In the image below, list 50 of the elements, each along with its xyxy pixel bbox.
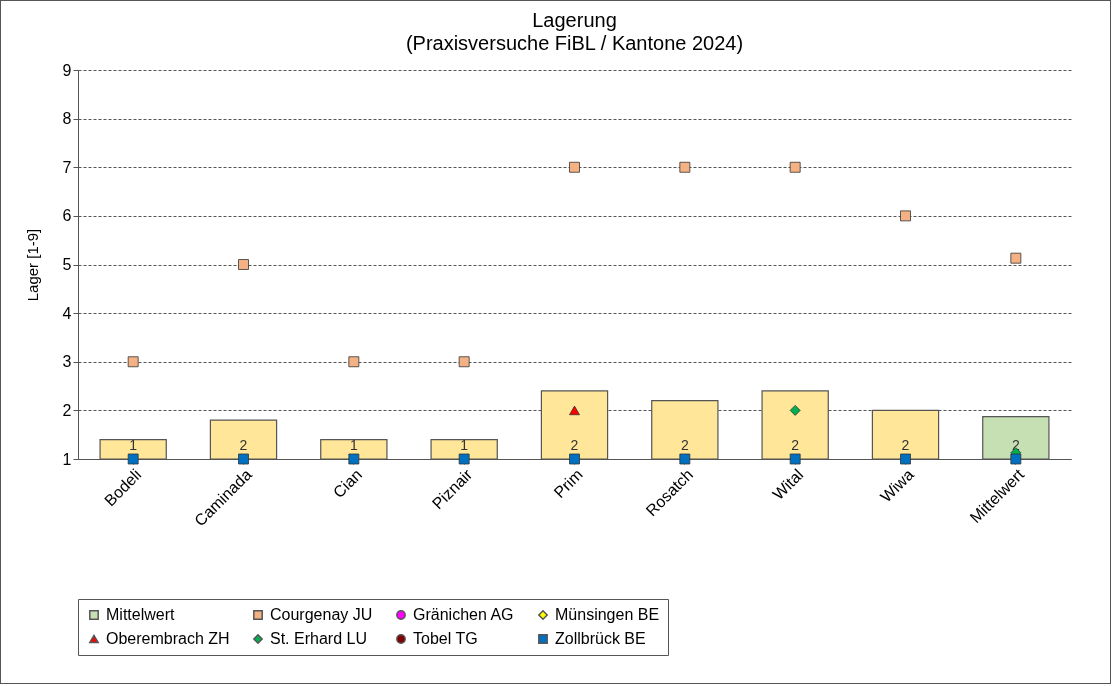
point <box>348 356 360 368</box>
data-label: 1 <box>460 437 469 453</box>
point <box>1010 252 1022 264</box>
point <box>789 161 801 173</box>
x-tick-label: Cian <box>329 465 366 502</box>
legend-label: Courgenay JU <box>270 606 373 623</box>
y-tick-label: 4 <box>62 304 72 322</box>
point <box>238 453 249 465</box>
point <box>458 453 470 465</box>
data-label: 2 <box>570 437 579 453</box>
data-label: 2 <box>239 437 248 453</box>
legend-label: Münsingen BE <box>555 606 660 623</box>
point <box>127 453 139 465</box>
data-label: 2 <box>791 437 800 453</box>
y-tick-label: 3 <box>62 353 72 371</box>
legend-label: Zollbrück BE <box>555 630 646 647</box>
legend-label: Mittelwert <box>106 606 176 623</box>
point <box>679 453 691 465</box>
point <box>900 453 911 465</box>
y-tick-label: 1 <box>62 450 72 468</box>
point <box>900 210 911 222</box>
data-label: 1 <box>129 437 138 453</box>
chart-subtitle: (Praxisversuche FiBL / Kantone 2024) <box>405 32 744 54</box>
point <box>348 453 360 465</box>
data-label: 1 <box>349 437 358 453</box>
point <box>569 405 580 416</box>
point <box>569 453 580 465</box>
point <box>458 356 470 368</box>
x-tick-label: Prim <box>550 465 586 502</box>
y-tick-label: 7 <box>62 158 72 176</box>
y-tick-label: 6 <box>62 207 72 225</box>
y-tick-label: 9 <box>62 61 72 79</box>
y-tick-label: 8 <box>62 110 72 128</box>
data-label: 2 <box>680 437 689 453</box>
point <box>679 161 691 173</box>
legend-label: Oberembrach ZH <box>106 630 230 647</box>
legend-label: St. Erhard LU <box>270 630 367 647</box>
point <box>238 259 249 270</box>
legend-label: Tobel TG <box>413 630 478 647</box>
y-tick-label: 2 <box>62 401 72 419</box>
point <box>569 161 580 173</box>
legend-label: Gränichen AG <box>413 606 514 623</box>
point <box>127 356 139 368</box>
data-label: 2 <box>901 437 910 453</box>
point <box>789 404 801 416</box>
point <box>789 453 801 465</box>
y-axis-title: Lager [1-9] <box>23 228 41 302</box>
point <box>1010 453 1022 465</box>
y-tick-label: 5 <box>62 256 72 273</box>
chart-title: Lagerung <box>532 9 617 31</box>
